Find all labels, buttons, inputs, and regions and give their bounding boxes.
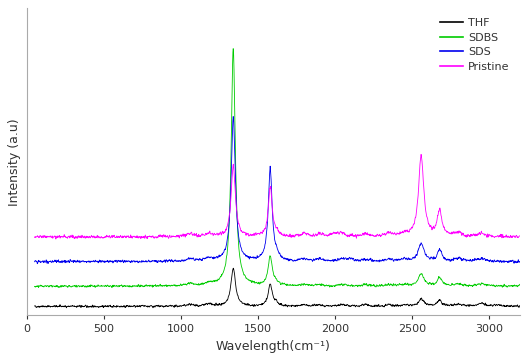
Legend: THF, SDBS, SDS, Pristine: THF, SDBS, SDS, Pristine	[436, 14, 514, 76]
Y-axis label: Intensity (a.u): Intensity (a.u)	[8, 118, 21, 205]
X-axis label: Wavelength(cm⁻¹): Wavelength(cm⁻¹)	[216, 340, 331, 353]
